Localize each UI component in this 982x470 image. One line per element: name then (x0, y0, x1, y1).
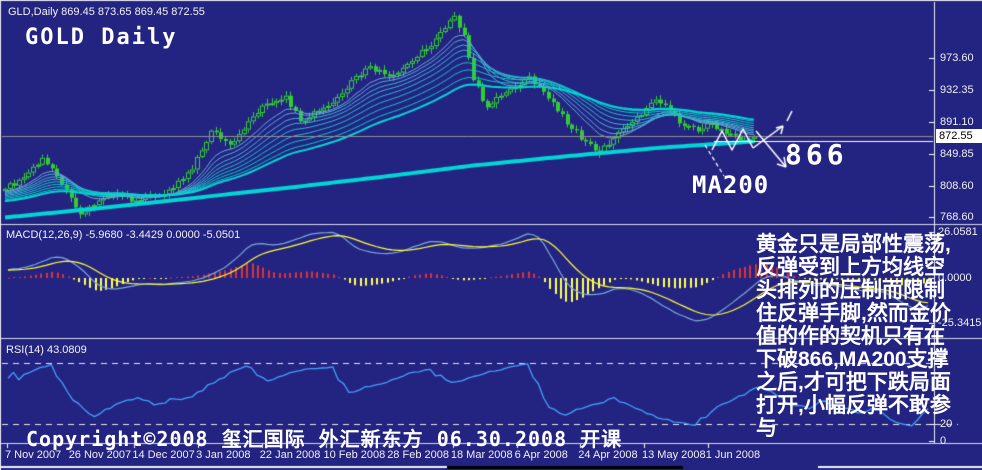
date-axis-label: 6 Apr 2008 (514, 449, 568, 461)
note-line: 反弹受到上方均线空 (756, 256, 945, 279)
note-line: 值的作的契机只有在 (756, 325, 945, 348)
current-price-tag[interactable]: 872.55 (936, 129, 982, 143)
price-axis-label: 891.10 (940, 116, 974, 129)
price-axis-label: 808.60 (940, 180, 974, 193)
price-axis-label: 768.60 (940, 211, 974, 224)
date-axis-label: 7 Nov 2007 (5, 449, 62, 461)
date-axis-label: 13 May 2008 (642, 449, 706, 461)
note-line: 黄金只是局部性震荡, (756, 233, 951, 256)
ma200-annotation: MA200 (692, 171, 770, 199)
macd-axis-label: 0.0000 (938, 272, 972, 284)
date-axis-label: 10 Feb 2008 (323, 449, 386, 461)
date-axis-label: 3 Jan 2008 (196, 449, 251, 461)
price-axis-label: 973.60 (940, 52, 974, 64)
note-line: 住反弹手脚,然而金价 (756, 302, 951, 325)
date-axis-label: 1 Jun 2008 (705, 449, 761, 461)
date-axis-label: 24 Apr 2008 (578, 449, 638, 461)
rsi-indicator-label: RSI(14) 43.0809 (6, 344, 87, 356)
symbol-quote-line: GLD,Daily 869.45 873.65 869.45 872.55 (8, 6, 205, 18)
price-axis-label: 932.35 (940, 84, 974, 96)
price-axis-label: 849.85 (940, 148, 974, 161)
note-line: 与 (756, 417, 777, 440)
date-axis-label: 18 Mar 2008 (450, 449, 513, 461)
date-axis-label: 26 Nov 2007 (68, 449, 132, 461)
support-level-annotation: 866 (785, 138, 848, 171)
date-axis-label: 14 Dec 2007 (132, 449, 195, 461)
macd-indicator-label: MACD(12,26,9) -5.9680 -3.4429 0.0000 -5.… (6, 229, 241, 241)
rsi-axis-label: 20 (940, 417, 953, 430)
date-axis-label: 22 Jan 2008 (259, 449, 321, 461)
macd-axis-label: 26.0581 (938, 225, 978, 238)
note-line: 下破866,MA200支撑 (756, 348, 949, 371)
note-line: 打开,小幅反弹不敢参 (756, 394, 951, 417)
date-axis-label: 28 Feb 2008 (387, 449, 449, 461)
macd-axis-label: -25.3415 (938, 316, 982, 329)
note-line: 之后,才可把下跌局面 (756, 371, 951, 394)
rsi-axis-label: 0 (940, 435, 947, 447)
copyright-line: Copyright©2008 玺汇国际 外汇新东方 06.30.2008 开课 (26, 427, 623, 451)
analysis-note: 黄金只是局部性震荡, 反弹受到上方均线空 头排列的压制而限制 住反弹手脚,然而金价 值的… (756, 233, 982, 440)
chart-title: GOLD Daily (25, 25, 178, 50)
note-line: 头排列的压制而限制 (756, 279, 945, 302)
